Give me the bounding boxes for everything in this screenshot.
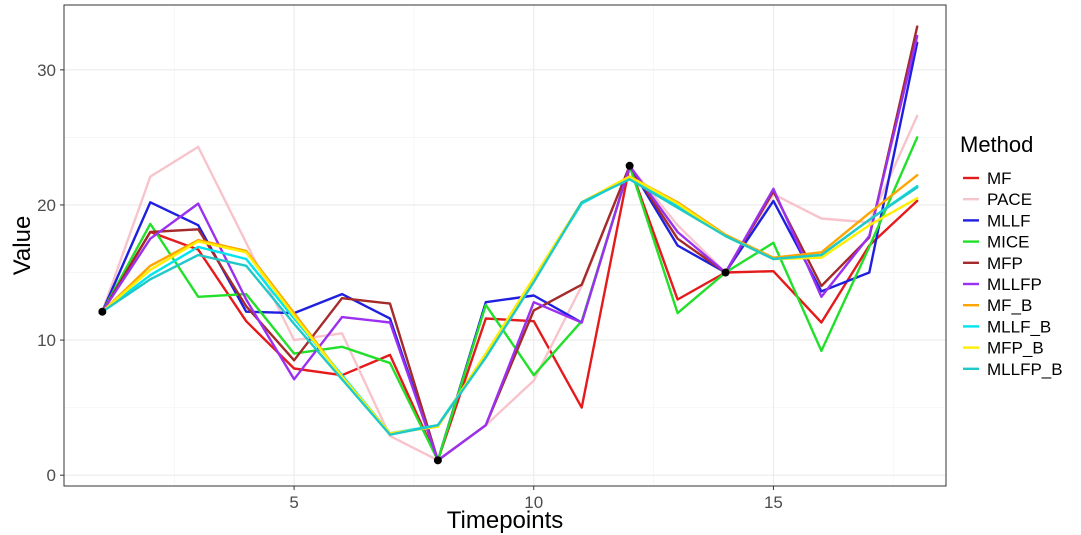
x-axis-ticks: 5 10 15 (289, 486, 783, 512)
legend-label: PACE (987, 190, 1032, 209)
legend-label: MFP (987, 254, 1023, 273)
legend-item: MLLFP_B (963, 360, 1063, 379)
legend-label: MF_B (987, 296, 1032, 315)
observed-points (98, 161, 730, 465)
legend: Method MF PACE MLLF MICE MFP MLLFP MF_B MLLF_B M… (960, 132, 1063, 379)
series-lines (101, 25, 919, 462)
legend-label: MLLF (987, 211, 1030, 230)
legend-label: MLLFP_B (987, 360, 1063, 379)
x-tick-label: 5 (289, 493, 298, 512)
legend-item: MF (963, 169, 1012, 188)
series-line-mf (101, 164, 919, 462)
legend-item: MICE (963, 233, 1030, 252)
series-line-pace (101, 114, 919, 462)
legend-label: MLLF_B (987, 317, 1051, 336)
legend-item: MLLFP (963, 275, 1042, 294)
x-tick-label: 15 (764, 493, 783, 512)
plot-panel-border (63, 4, 947, 487)
y-axis-ticks: 0 10 20 30 (37, 61, 64, 485)
x-axis-title: Timepoints (447, 507, 563, 534)
series-line-mllf-b (101, 176, 919, 435)
y-tick-label: 0 (47, 466, 56, 485)
legend-item: MLLF (963, 211, 1030, 230)
y-tick-label: 30 (37, 61, 56, 80)
legend-label: MFP_B (987, 339, 1044, 358)
legend-label: MLLFP (987, 275, 1042, 294)
y-axis-title: Value (9, 216, 36, 276)
legend-item: MFP (963, 254, 1023, 273)
series-line-mllfp (101, 34, 919, 462)
legend-item: MFP_B (963, 339, 1044, 358)
observed-point (98, 307, 107, 316)
series-line-mfp-b (101, 175, 919, 435)
legend-item: MLLF_B (963, 317, 1051, 336)
series-line-mllfp-b (101, 178, 919, 436)
x-tick-label: 10 (524, 493, 543, 512)
legend-item: PACE (963, 190, 1032, 209)
legend-item: MF_B (963, 296, 1032, 315)
observed-point (721, 268, 730, 277)
y-tick-label: 10 (37, 331, 56, 350)
series-line-mf-b (101, 174, 919, 435)
legend-label: MICE (987, 233, 1030, 252)
y-tick-label: 20 (37, 196, 56, 215)
series-line-mllf (101, 41, 919, 462)
observed-point (625, 161, 634, 170)
legend-label: MF (987, 169, 1012, 188)
legend-title: Method (960, 132, 1033, 157)
grid (64, 5, 946, 486)
observed-point (433, 456, 442, 465)
